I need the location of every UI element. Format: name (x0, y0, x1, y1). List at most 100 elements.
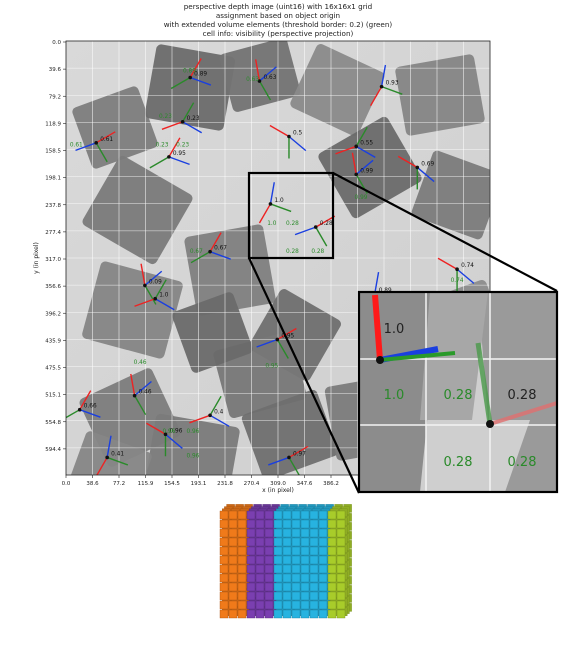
voxel (219, 600, 229, 610)
object-axis (256, 338, 278, 348)
voxel (237, 519, 247, 529)
voxel (291, 609, 301, 619)
y-tick-label: 475.5 (45, 366, 61, 372)
object-axis (106, 456, 129, 466)
object-axis (315, 226, 328, 247)
voxel (228, 528, 238, 538)
object-visibility-label: 0.67 (214, 246, 227, 252)
voxel (228, 582, 238, 592)
voxel-grid (219, 504, 352, 619)
voxel (237, 600, 247, 610)
voxel (237, 546, 247, 556)
voxel (219, 609, 229, 619)
voxel (336, 546, 346, 556)
zoom-source-box (247, 171, 335, 260)
object-axis (144, 270, 163, 286)
voxel (336, 510, 346, 520)
voxel (309, 519, 319, 529)
y-tick-label: 554.8 (45, 420, 61, 426)
x-tick-label: 77.2 (113, 481, 125, 487)
extended-visibility-label: 0.28 (286, 221, 299, 227)
voxel (309, 573, 319, 583)
voxel (246, 537, 256, 547)
object-axis (288, 457, 300, 475)
voxel (264, 546, 274, 556)
voxel (291, 564, 301, 574)
extended-visibility-label: 0.23 (159, 114, 172, 120)
voxel (318, 609, 328, 619)
object-axis (374, 272, 380, 294)
voxel (318, 555, 328, 565)
zoom-frame (357, 290, 559, 494)
object-axis (144, 285, 157, 305)
zoom-block-right (478, 292, 557, 492)
object-axis (416, 166, 435, 183)
title-line-3: with extended volume elements (threshold… (164, 20, 393, 29)
voxel (219, 582, 229, 592)
object-marker: 0.69 (397, 155, 435, 190)
zoom-block-mid (420, 292, 488, 420)
voxel (282, 582, 292, 592)
object-axis (276, 339, 289, 359)
object-visibility-label: 0.89 (194, 72, 207, 78)
voxel (273, 519, 283, 529)
voxel (255, 582, 265, 592)
object-visibility-label: 1.0 (159, 293, 169, 299)
object-visibility-label: 0.97 (293, 451, 306, 457)
voxel (318, 510, 328, 520)
voxel (264, 510, 274, 520)
voxel (291, 546, 301, 556)
y-tick-label: 277.4 (45, 230, 61, 236)
voxel (282, 519, 292, 529)
y-tick-label: 356.6 (45, 284, 61, 290)
depth-block (72, 86, 158, 169)
object-axis (209, 414, 230, 427)
x-tick-label: 347.6 (297, 481, 313, 487)
voxel (219, 519, 229, 529)
object-axis (437, 257, 458, 270)
object-axis (66, 409, 81, 419)
voxel (327, 582, 337, 592)
voxel (264, 528, 274, 538)
object-origin (268, 202, 273, 206)
object-visibility-label: 0.63 (263, 75, 276, 81)
voxel (300, 582, 310, 592)
object-axis (335, 145, 357, 155)
object-axis (258, 80, 272, 101)
object-marker: 0.23 (161, 102, 203, 134)
extended-visibility-label: 0.23 (156, 142, 169, 148)
voxel (273, 582, 283, 592)
voxel (246, 609, 256, 619)
extended-visibility-label: 0.67 (190, 249, 203, 255)
zoom-origin-2 (486, 420, 494, 428)
depth-block (82, 155, 193, 265)
voxel (291, 600, 301, 610)
object-axis (154, 279, 167, 300)
object-origin (105, 455, 109, 460)
object-axis (288, 135, 307, 152)
voxel (246, 528, 256, 538)
y-tick-label: 39.6 (49, 67, 62, 73)
voxel (237, 537, 247, 547)
voxel (309, 537, 319, 547)
object-origin (94, 141, 98, 145)
extended-visibility-label: 0.95 (265, 364, 278, 370)
voxel (273, 609, 283, 619)
voxel (318, 528, 328, 538)
voxel (336, 600, 346, 610)
object-marker: 0.95 (149, 137, 190, 169)
object-visibility-label: 0.55 (360, 140, 373, 146)
voxel (327, 510, 337, 520)
y-tick-label: 317.0 (45, 257, 61, 263)
voxel (282, 510, 292, 520)
voxel (237, 573, 247, 583)
object-visibility-label: 0.95 (281, 333, 294, 339)
object-visibility-label: 0.09 (149, 279, 162, 285)
object-axis (355, 126, 368, 147)
voxel (273, 537, 283, 547)
object-origin (180, 119, 185, 124)
voxel (264, 582, 274, 592)
voxel (300, 528, 310, 538)
voxel (309, 591, 319, 601)
